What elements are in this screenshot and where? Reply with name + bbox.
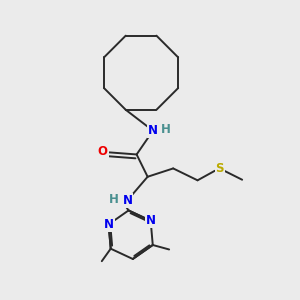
Text: N: N	[146, 214, 156, 227]
Text: N: N	[103, 218, 114, 231]
Text: O: O	[98, 145, 107, 158]
Text: H: H	[109, 193, 119, 206]
Text: S: S	[216, 162, 224, 175]
Text: H: H	[160, 123, 170, 136]
Text: N: N	[122, 194, 132, 207]
Text: N: N	[148, 124, 158, 137]
